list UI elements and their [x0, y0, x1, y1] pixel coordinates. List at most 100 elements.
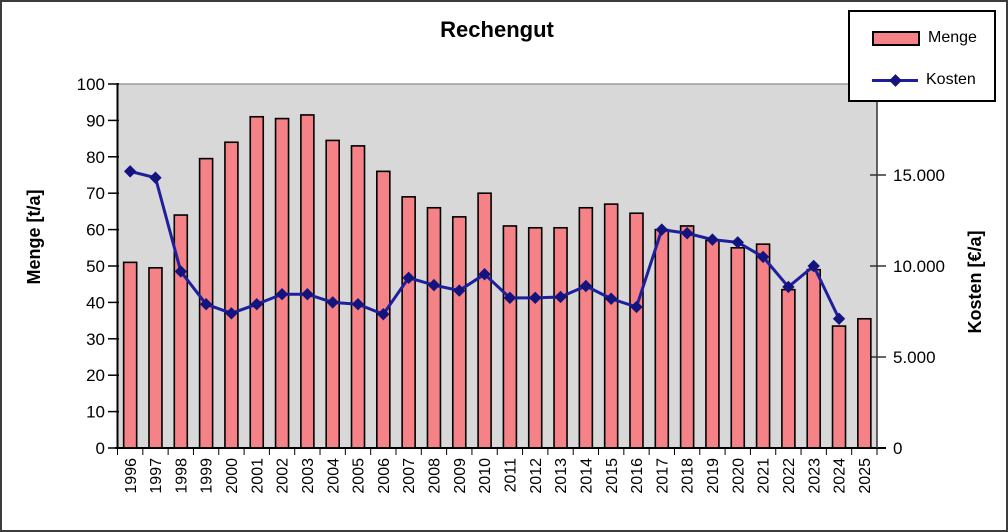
left-axis-tick-label: 70	[86, 184, 105, 203]
kosten-point-2002	[275, 288, 289, 301]
kosten-point-1997	[149, 171, 162, 184]
kosten-point-2000	[225, 307, 238, 320]
bar-2023	[806, 268, 822, 449]
x-axis-year-label: 2018	[680, 458, 697, 494]
kosten-point-2011	[503, 291, 517, 305]
x-axis-year-label: 2009	[452, 458, 469, 494]
x-axis-year-label: 2008	[427, 458, 444, 494]
kosten-point-2020	[731, 236, 744, 249]
bar-2016	[629, 212, 644, 449]
bar-2024	[831, 325, 847, 449]
bar-2022	[781, 288, 796, 449]
left-axis-tick-label: 30	[86, 330, 105, 349]
legend: Menge Kosten	[848, 10, 996, 102]
left-axis-tick-label: 50	[86, 257, 105, 276]
x-axis-year-label: 2003	[300, 458, 317, 494]
kosten-point-2023	[807, 259, 820, 273]
x-axis-year-label: 2023	[806, 458, 823, 494]
x-axis-year-label: 2015	[604, 458, 621, 494]
bar-2001	[249, 115, 265, 449]
bar-2008	[426, 206, 442, 449]
x-axis-year-label: 2017	[654, 458, 671, 494]
kosten-point-2005	[351, 298, 365, 311]
left-axis-tick-label: 80	[86, 148, 105, 167]
x-axis-year-label: 2007	[401, 458, 418, 494]
legend-label-menge: Menge	[928, 29, 977, 46]
kosten-point-2004	[326, 296, 339, 309]
left-axis-tick-label: 90	[86, 111, 105, 130]
kosten-point-2015	[604, 292, 618, 305]
left-axis-tick-label: 20	[86, 366, 105, 385]
kosten-line-swatch-icon	[872, 73, 918, 87]
kosten-point-2001	[250, 298, 263, 311]
left-axis-tick-label: 0	[96, 439, 105, 458]
kosten-point-2019	[706, 233, 719, 246]
bar-2011	[502, 225, 518, 449]
x-axis-year-label: 1997	[148, 458, 165, 494]
kosten-point-1999	[199, 298, 213, 311]
kosten-point-2014	[579, 279, 593, 293]
x-axis-year-label: 1996	[123, 458, 140, 494]
kosten-point-2007	[402, 271, 415, 285]
bar-2010	[477, 192, 492, 449]
x-axis-year-label: 2016	[629, 458, 646, 494]
left-axis-tick-label: 10	[86, 403, 105, 422]
bar-1997	[148, 267, 163, 449]
legend-item-kosten: Kosten	[872, 72, 976, 88]
kosten-point-2010	[478, 267, 491, 281]
bar-2018	[679, 225, 695, 449]
x-axis-year-label: 2025	[857, 458, 874, 494]
x-axis-year-label: 2013	[553, 458, 570, 494]
x-axis-year-label: 2005	[351, 458, 368, 494]
x-axis-year-label: 2001	[249, 458, 266, 494]
chart-title: Rechengut	[440, 17, 554, 42]
x-axis-year-label: 2019	[705, 458, 722, 494]
kosten-point-2017	[655, 223, 669, 236]
x-axis-year-label: 2011	[503, 458, 520, 493]
left-axis-tick-label: 100	[77, 75, 105, 94]
bar-2021	[755, 243, 771, 449]
bar-2002	[274, 117, 290, 449]
x-axis-year-label: 2014	[578, 458, 595, 494]
right-axis-tick-label: 15.000	[893, 166, 945, 185]
kosten-point-2013	[554, 290, 567, 304]
bar-2000	[224, 141, 239, 449]
right-axis-tick-label: 0	[893, 439, 902, 458]
kosten-point-2024	[832, 312, 846, 325]
x-axis-year-label: 2000	[224, 458, 241, 494]
kosten-point-2016	[630, 300, 643, 314]
bar-2004	[325, 139, 340, 449]
kosten-point-2012	[529, 291, 542, 305]
x-axis-year-label: 2020	[730, 458, 747, 494]
bar-2014	[578, 206, 594, 449]
left-axis-tick-label: 60	[86, 221, 105, 240]
bar-2009	[451, 216, 467, 449]
bar-2007	[401, 196, 416, 449]
kosten-point-2008	[427, 278, 441, 292]
bar-2012	[527, 226, 543, 449]
menge-bar-swatch-icon	[872, 30, 920, 46]
bar-2020	[730, 247, 746, 449]
left-axis-tick-label: 40	[86, 293, 105, 312]
plot-area	[117, 84, 877, 448]
x-axis-year-label: 1998	[173, 458, 190, 494]
bar-2019	[705, 239, 720, 449]
kosten-point-2003	[301, 288, 314, 301]
kosten-point-2006	[377, 308, 390, 321]
kosten-point-2018	[680, 227, 694, 240]
right-axis-tick-label: 10.000	[893, 257, 945, 276]
x-axis-year-label: 2002	[275, 458, 292, 494]
kosten-point-1996	[123, 165, 137, 178]
x-axis-year-label: 2010	[477, 458, 494, 494]
x-axis-year-label: 2024	[832, 458, 849, 494]
bar-2013	[553, 226, 568, 449]
x-axis-year-label: 2021	[756, 458, 773, 494]
kosten-point-1998	[174, 265, 187, 278]
kosten-point-2021	[756, 250, 770, 264]
bar-2015	[603, 203, 619, 449]
bar-1996	[122, 261, 138, 449]
x-axis-year-label: 1999	[199, 458, 216, 494]
bar-2005	[350, 145, 366, 449]
x-axis-year-label: 2006	[376, 458, 393, 494]
